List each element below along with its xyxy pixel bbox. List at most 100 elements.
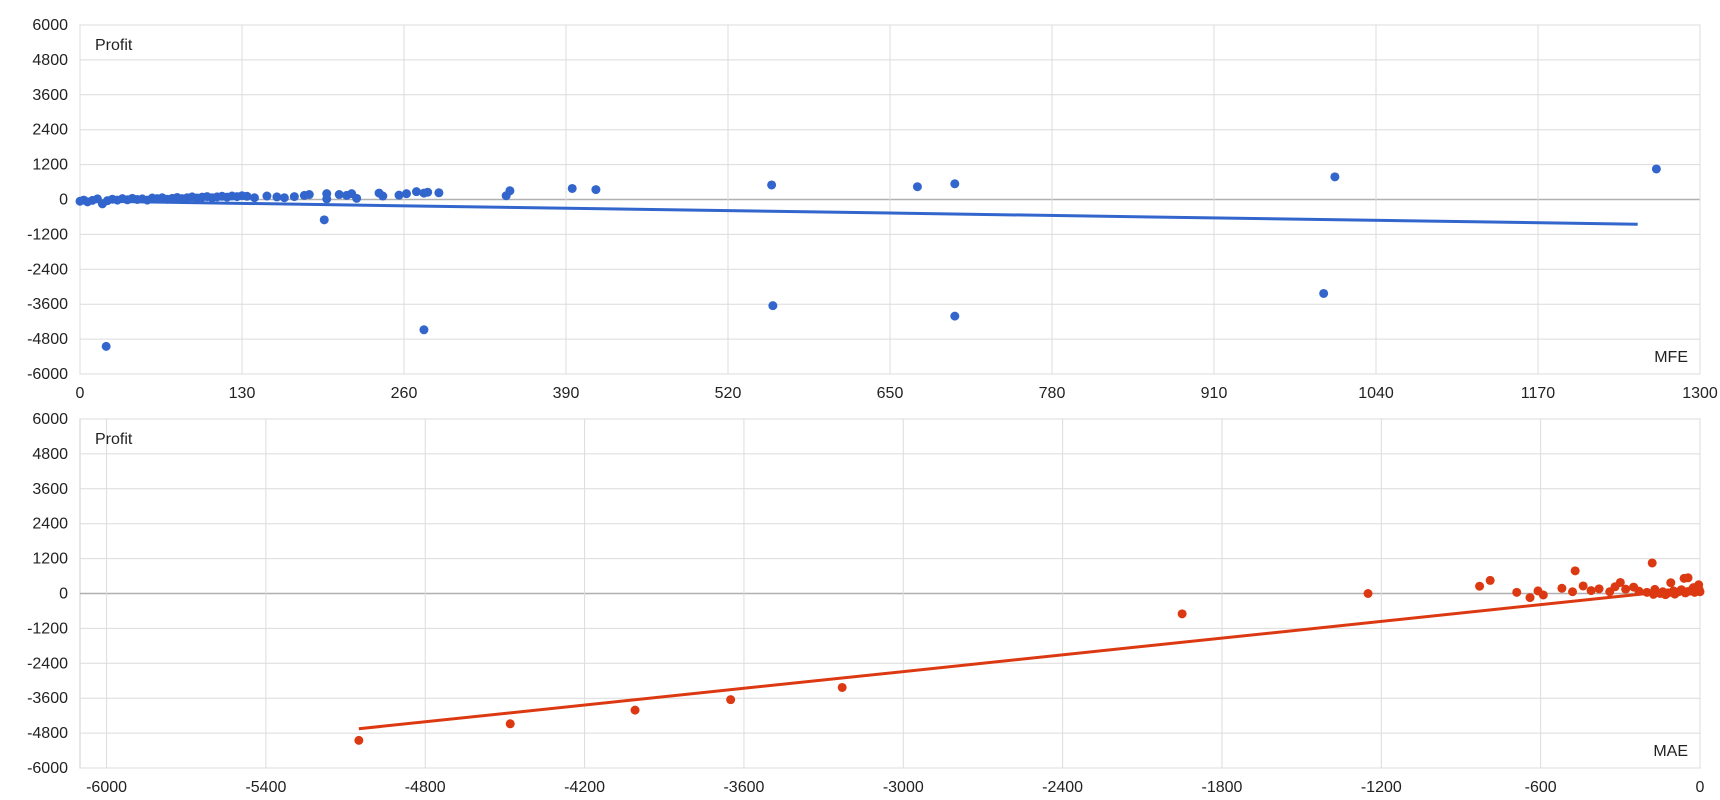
mfe-points (75, 164, 1661, 351)
mae-y-tick-label: -1200 (27, 620, 68, 637)
mfe-data-point (567, 183, 577, 193)
mfe-y-tick-labels: 6000 4800 3600 2400 1200 0 -1200 -2400 -3600 -480… (27, 17, 68, 383)
mae-x-tick-label: -1800 (1202, 779, 1243, 796)
mae-data-point (1568, 587, 1578, 597)
mfe-data-point (272, 192, 282, 202)
mfe-data-point (912, 182, 922, 192)
mfe-x-tick-labels: 0 130 260 390 520 650 780 910 1040 1170 1300 (76, 385, 1718, 402)
mfe-data-point (378, 191, 388, 201)
mfe-x-tick-label: 650 (877, 385, 904, 402)
mfe-data-point (352, 193, 362, 203)
mae-data-point (1634, 586, 1644, 596)
mae-y-tick-label: 0 (59, 586, 68, 603)
mae-x-tick-labels: -6000 -5400 -4800 -4200 -3600 -3000 -2400 -1800… (86, 779, 1704, 796)
mae-x-tick-label: -3000 (883, 779, 924, 796)
mae-data-point (1647, 558, 1657, 568)
mfe-gridlines (79, 24, 1701, 375)
mfe-data-point (505, 186, 515, 196)
mfe-x-tick-label: 130 (229, 385, 256, 402)
mfe-x-tick-label: 1170 (1521, 385, 1556, 402)
mfe-data-point (262, 191, 272, 201)
mae-trendline (358, 592, 1648, 731)
mae-data-point (354, 735, 364, 745)
mfe-data-point (950, 179, 960, 189)
mfe-x-tick-label: 1040 (1358, 385, 1394, 402)
mae-data-point (1570, 566, 1580, 576)
mae-x-tick-label: -2400 (1042, 779, 1083, 796)
mfe-x-tick-label: 0 (76, 385, 85, 402)
mae-data-point (837, 682, 847, 692)
mfe-data-point (419, 325, 429, 335)
mae-data-point (1177, 609, 1187, 619)
mae-profit-chart: 6000 4800 3600 2400 1200 0 -1200 -2400 -3600 -480… (27, 411, 1704, 796)
mfe-y-tick-label: 2400 (32, 122, 68, 139)
mfe-data-point (767, 180, 777, 190)
mae-x-tick-label: -600 (1525, 779, 1557, 796)
mae-y-tick-label: 4800 (32, 446, 68, 463)
mae-x-tick-label: 0 (1696, 779, 1705, 796)
mae-data-point (1512, 587, 1522, 597)
mfe-y-tick-label: -4800 (27, 331, 68, 348)
mae-x-tick-label: -3600 (723, 779, 764, 796)
mae-data-point (505, 719, 515, 729)
mfe-y-tick-label: 0 (59, 192, 68, 209)
mfe-x-axis-label: MFE (1654, 349, 1688, 366)
mae-data-point (1666, 578, 1676, 588)
mfe-data-point (423, 187, 433, 197)
mfe-data-point (1330, 172, 1340, 182)
mfe-data-point (322, 194, 332, 204)
mae-data-point (1594, 584, 1604, 594)
mfe-data-point (334, 190, 344, 200)
mae-data-point (1538, 590, 1548, 600)
mae-x-tick-label: -6000 (86, 779, 127, 796)
mae-y-tick-labels: 6000 4800 3600 2400 1200 0 -1200 -2400 -3600 -480… (27, 411, 68, 777)
mae-data-point (1683, 573, 1693, 583)
mfe-y-tick-label: 4800 (32, 52, 68, 69)
mfe-x-tick-label: 780 (1039, 385, 1066, 402)
mfe-data-point (319, 215, 329, 225)
mfe-trendline (79, 199, 1638, 226)
mfe-y-tick-label: 6000 (32, 17, 68, 34)
mfe-profit-chart: 6000 4800 3600 2400 1200 0 -1200 -2400 -3600 -480… (27, 17, 1718, 402)
mae-data-point (1363, 589, 1373, 598)
mae-y-axis-label: Profit (95, 431, 133, 448)
mae-y-tick-label: -4800 (27, 725, 68, 742)
mfe-data-point (101, 341, 111, 351)
mfe-y-tick-label: -3600 (27, 296, 68, 313)
mfe-data-point (950, 311, 960, 321)
mae-data-point (1525, 593, 1535, 603)
mfe-y-tick-label: -2400 (27, 261, 68, 278)
mfe-y-tick-label: -6000 (27, 366, 68, 383)
mae-data-point (1695, 587, 1705, 597)
mfe-data-point (249, 193, 259, 203)
mfe-y-tick-label: -1200 (27, 226, 68, 243)
mae-y-tick-label: -6000 (27, 760, 68, 777)
mae-y-tick-label: -3600 (27, 690, 68, 707)
mae-points (354, 558, 1705, 745)
mfe-data-point (304, 190, 314, 200)
mfe-y-axis-label: Profit (95, 37, 133, 54)
mae-gridlines (80, 418, 1701, 769)
mfe-data-point (279, 193, 289, 203)
mae-data-point (1475, 581, 1485, 591)
mfe-data-point (411, 187, 421, 197)
mae-data-point (1485, 575, 1495, 585)
mfe-x-tick-label: 260 (391, 385, 418, 402)
mfe-y-tick-label: 3600 (32, 87, 68, 104)
mae-data-point (630, 705, 640, 715)
mae-data-point (1586, 586, 1596, 596)
mfe-data-point (591, 185, 601, 195)
mae-x-tick-label: -4800 (405, 779, 446, 796)
mfe-data-point (394, 190, 404, 200)
mfe-x-tick-label: 1300 (1682, 385, 1718, 402)
mfe-data-point (768, 301, 778, 311)
mae-x-axis-label: MAE (1653, 743, 1688, 760)
mfe-trendline-layer (79, 199, 1638, 226)
mfe-data-point (1651, 164, 1661, 174)
mfe-data-point (401, 189, 411, 199)
mfe-x-tick-label: 390 (553, 385, 580, 402)
mae-y-tick-label: 2400 (32, 516, 68, 533)
mae-data-point (1615, 577, 1625, 587)
mae-data-point (1557, 583, 1567, 593)
